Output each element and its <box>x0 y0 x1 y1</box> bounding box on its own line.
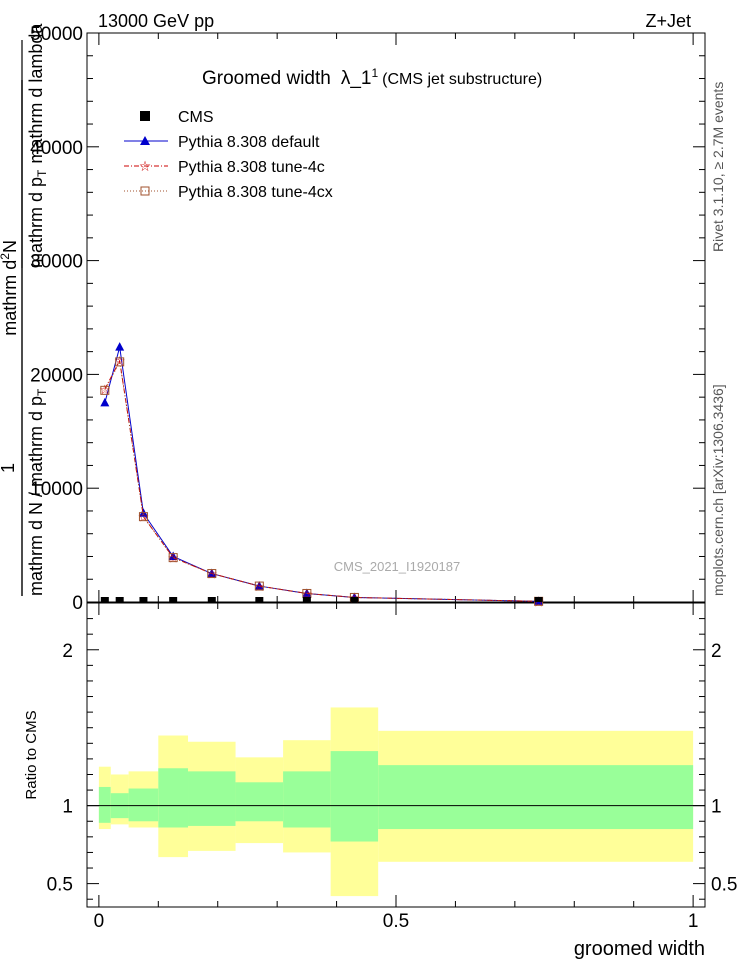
ylabel-den: mathrm d N / mathrm d pT <box>26 388 49 596</box>
chart-title-math: λ_1 <box>341 68 372 89</box>
point-tune4cx <box>207 569 217 579</box>
point-default <box>100 397 110 407</box>
ratio-ytick-label-right: 2 <box>711 641 722 662</box>
main-y-ticks: 0 10000 20000 30000 40000 50000 <box>30 24 705 614</box>
point-tune4cx <box>138 512 148 522</box>
ylabel-num: 1 <box>0 463 18 473</box>
main-ytick-label: 20000 <box>30 365 83 386</box>
main-ytick-label: 30000 <box>30 252 83 273</box>
ratio-ytick-label-left: 2 <box>62 641 73 662</box>
ratio-band-inner <box>188 771 236 826</box>
point-default <box>115 342 125 351</box>
point-tune4c: ☆ <box>167 552 179 567</box>
point-cms <box>350 597 359 602</box>
point-cms <box>169 597 178 602</box>
point-cms <box>115 597 124 602</box>
ylabel-frac-num-sup: 2 <box>0 253 12 260</box>
ylabel-frac-num-text: mathrm d <box>0 260 20 336</box>
legend: CMS Pythia 8.308 default ☆ Pythia 8.308 … <box>124 109 333 201</box>
ylabel-frac-num-rest: N <box>0 240 20 253</box>
point-default <box>168 551 178 560</box>
ratio-band-inner <box>235 782 284 822</box>
main-ytick-label: 40000 <box>30 138 83 159</box>
point-cms <box>255 597 264 602</box>
legend-label-tune4c: Pythia 8.308 tune-4c <box>178 159 325 176</box>
ratio-band-inner <box>158 768 189 828</box>
chart-title-note: (CMS jet substructure) <box>382 71 542 88</box>
ylabel-den-text: mathrm d N / mathrm d p <box>26 396 46 596</box>
point-tune4c: ☆ <box>114 355 126 370</box>
point-default <box>254 581 264 590</box>
point-tune4cx <box>254 581 264 591</box>
legend-marker-cms <box>140 111 150 121</box>
point-tune4cx <box>100 385 110 395</box>
main-ytick-label: 10000 <box>30 479 83 500</box>
main-ylabel: 1 mathrm d N / mathrm d pT mathrm d2N ma… <box>0 23 49 596</box>
point-default <box>302 588 312 597</box>
chart-title: Groomed width λ_11 (CMS jet substructure) <box>202 66 542 89</box>
point-tune4c: ☆ <box>301 587 313 602</box>
chart-title-sup: 1 <box>371 66 378 80</box>
chart-title-text: Groomed width <box>202 68 331 89</box>
header-right: Z+Jet <box>645 11 691 31</box>
watermark: CMS_2021_I1920187 <box>334 559 461 574</box>
series-line-tune4c <box>104 359 539 602</box>
header-left: 13000 GeV pp <box>98 11 214 31</box>
legend-label-cms: CMS <box>178 109 214 126</box>
point-cms <box>139 597 148 602</box>
main-series: ☆☆☆☆☆☆☆☆☆ <box>99 342 544 610</box>
point-tune4c: ☆ <box>253 580 265 595</box>
series-line-tune4cx <box>104 360 539 602</box>
point-tune4cx <box>168 553 178 563</box>
legend-marker-tune4cx <box>140 186 150 196</box>
ratio-ylabel: Ratio to CMS <box>23 710 40 799</box>
ylabel-frac-den-text: mathrm d p <box>26 177 46 268</box>
point-tune4cx <box>115 357 125 367</box>
mcplots-label: mcplots.cern.ch [arXiv:1306.3436] <box>710 384 726 596</box>
x-axis-label: groomed width <box>574 938 705 960</box>
main-ytick-label: 50000 <box>30 24 83 45</box>
ratio-band-inner <box>330 751 379 842</box>
ylabel-frac-den-sub: T <box>35 169 49 177</box>
ratio-bands <box>87 707 705 897</box>
ylabel-frac-num: mathrm d2N <box>0 240 20 336</box>
legend-label-default: Pythia 8.308 default <box>178 134 320 151</box>
ratio-ytick-label-right: 1 <box>711 797 722 818</box>
ratio-band-inner <box>378 765 694 830</box>
point-tune4c: ☆ <box>99 383 111 398</box>
ratio-ytick-label-right: 0.5 <box>711 875 737 896</box>
legend-label-tune4cx: Pythia 8.308 tune-4cx <box>178 184 333 201</box>
point-tune4c: ☆ <box>533 595 545 610</box>
point-cms <box>302 597 311 602</box>
point-cms <box>207 597 216 602</box>
legend-marker-tune4c: ☆ <box>139 159 152 175</box>
rivet-label: Rivet 3.1.10, ≥ 2.7M events <box>710 82 726 252</box>
point-cms <box>100 597 109 602</box>
legend-marker-default <box>140 136 150 145</box>
point-cms <box>534 597 543 602</box>
ylabel-frac-den: mathrm d pTmathrm d lambda <box>26 23 49 268</box>
ratio-band-inner <box>98 786 111 823</box>
point-default <box>207 568 217 578</box>
ratio-xtick-label: 0.5 <box>383 911 409 932</box>
ratio-band-inner <box>128 788 159 822</box>
ratio-xtick-label: 1 <box>688 911 699 932</box>
point-tune4c: ☆ <box>138 511 150 526</box>
ylabel-den-sub: T <box>35 388 49 396</box>
ylabel-frac-den-rest: mathrm d lambda <box>26 23 46 164</box>
ratio-ytick-label-left: 1 <box>62 797 73 818</box>
ratio-xtick-label: 0 <box>94 911 105 932</box>
point-tune4c: ☆ <box>206 568 218 583</box>
ratio-ytick-label-left: 0.5 <box>47 875 73 896</box>
ratio-band-inner <box>283 771 331 828</box>
ratio-ticks: 0.5 0.5 1 1 2 2 0 0.5 1 <box>47 603 737 932</box>
main-ytick-label: 0 <box>72 593 83 614</box>
